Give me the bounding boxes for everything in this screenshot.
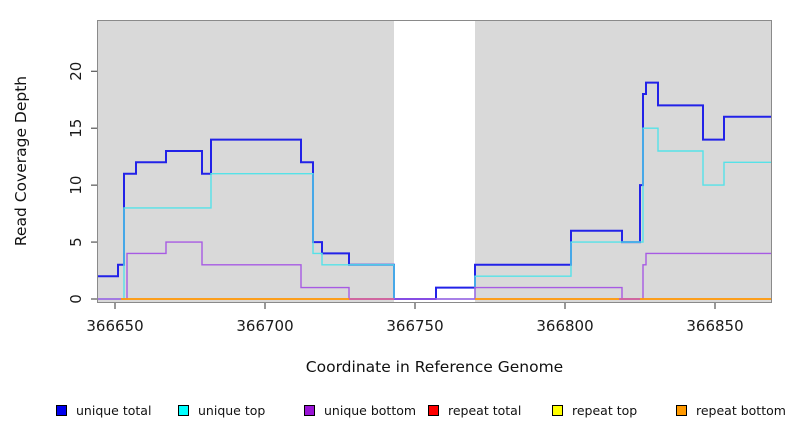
y-tick-label: 15: [67, 119, 85, 138]
y-axis-title: Read Coverage Depth: [12, 75, 30, 247]
legend-swatch-repeat-top: [552, 404, 563, 416]
y-tick-label: 0: [67, 294, 85, 304]
legend: unique total unique top unique bottom re…: [0, 399, 792, 425]
x-tick-label: 366650: [86, 317, 143, 335]
legend-label: repeat bottom: [696, 402, 786, 418]
legend-label: repeat total: [448, 402, 522, 418]
legend-swatch-unique-bottom: [304, 404, 315, 416]
series-line-unique-bottom: [97, 241, 772, 300]
x-axis-title: Coordinate in Reference Genome: [305, 358, 564, 376]
legend-item-unique-top: unique top: [178, 399, 265, 421]
legend-item-unique-total: unique total: [56, 399, 151, 421]
series-line-unique-top: [436, 127, 772, 300]
y-tick-label: 5: [67, 237, 85, 247]
legend-item-unique-bottom: unique bottom: [304, 399, 416, 421]
legend-swatch-unique-total: [56, 404, 67, 416]
plot-border: [97, 20, 772, 303]
legend-label: unique total: [76, 402, 152, 418]
y-tick-label: 10: [67, 176, 85, 195]
legend-label: unique bottom: [324, 402, 417, 418]
series-line-unique-top: [97, 173, 395, 300]
x-tick-label: 366750: [386, 317, 443, 335]
legend-swatch-repeat-bottom: [676, 404, 687, 416]
legend-swatch-repeat-total: [428, 404, 439, 416]
x-tick-label: 366700: [236, 317, 293, 335]
legend-item-repeat-total: repeat total: [428, 399, 521, 421]
y-tick-label: 20: [67, 62, 85, 81]
x-tick-label: 366850: [686, 317, 743, 335]
legend-swatch-unique-top: [178, 404, 189, 416]
legend-item-repeat-top: repeat top: [552, 399, 637, 421]
no-data-gap-band: [394, 20, 475, 303]
legend-label: repeat top: [572, 402, 638, 418]
x-tick-label: 366800: [536, 317, 593, 335]
legend-item-repeat-bottom: repeat bottom: [676, 399, 786, 421]
legend-label: unique top: [198, 402, 266, 418]
